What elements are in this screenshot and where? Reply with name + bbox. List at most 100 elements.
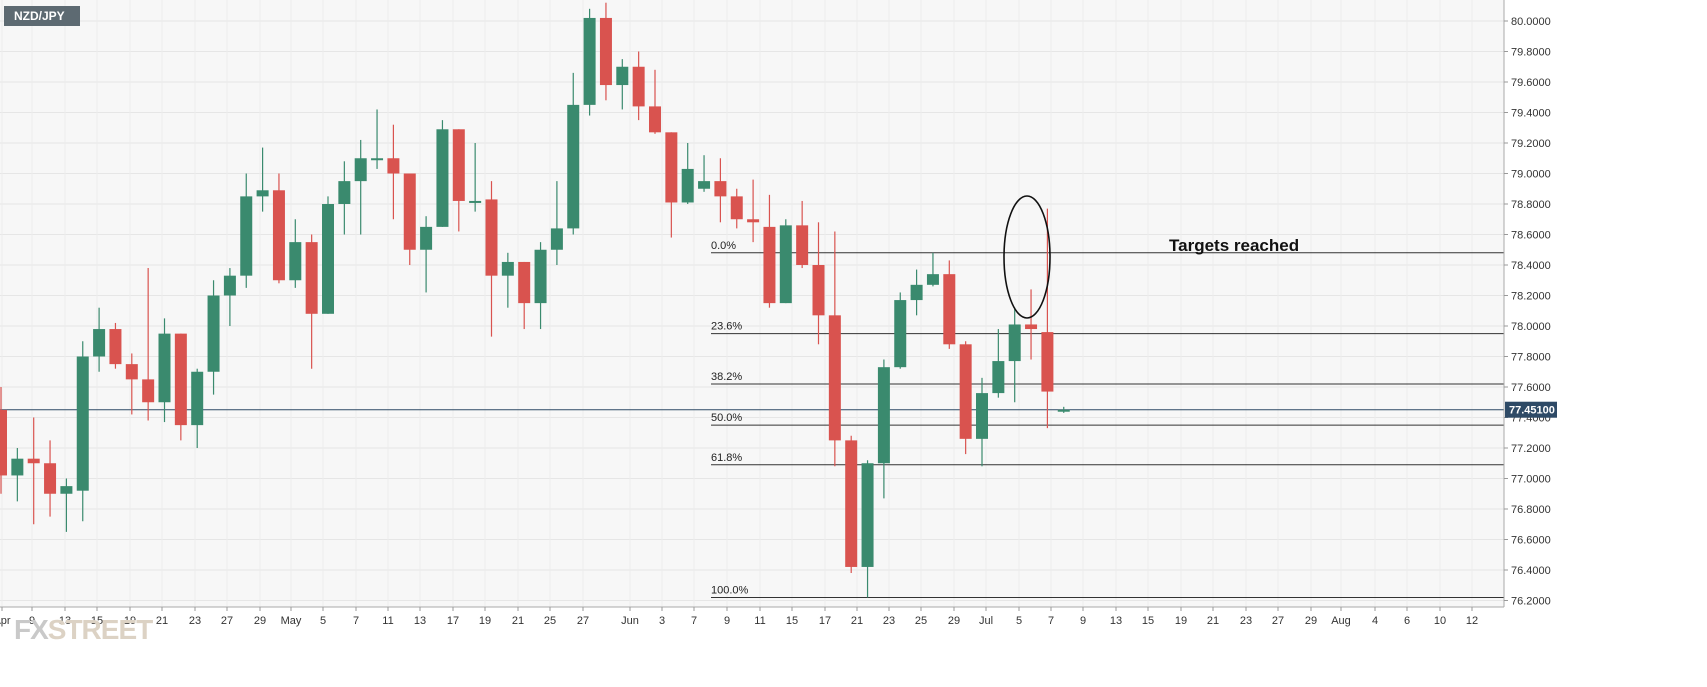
candle [681, 143, 694, 204]
candle [322, 196, 334, 314]
candle-body [403, 173, 416, 250]
x-tick-label: 25 [915, 615, 927, 627]
price-label-text: 77.45100 [1509, 405, 1555, 417]
candle-body [550, 228, 563, 250]
symbol-badge: NZD/JPY [4, 6, 80, 26]
y-tick-label: 76.4000 [1511, 565, 1551, 577]
candle [436, 120, 449, 227]
x-tick-label: 15 [91, 615, 103, 627]
candle [779, 219, 792, 304]
x-tick-label: 15 [786, 615, 798, 627]
candles [0, 2, 1070, 598]
candle [0, 387, 7, 494]
candle-body [910, 284, 923, 301]
candle-body [485, 199, 498, 276]
candle-body [714, 181, 727, 197]
fib-level-label: 0.0% [711, 240, 736, 252]
candle [125, 353, 138, 415]
x-tick-label: 13 [1110, 615, 1122, 627]
candle-body [632, 66, 645, 107]
candle [240, 173, 253, 288]
y-axis: 80.0000 79.8000 79.6000 79.4000 79.2000 79.00… [1504, 16, 1551, 608]
candle-body [747, 219, 760, 223]
candle [27, 417, 40, 525]
candle-body [436, 129, 449, 227]
candle [76, 341, 89, 522]
candle-body [158, 333, 171, 403]
fib-level-label: 23.6% [711, 321, 742, 333]
candle-body [371, 158, 384, 161]
x-tick-label: 21 [156, 615, 168, 627]
x-tick-label: 21 [851, 615, 863, 627]
x-tick-label: 5 [1016, 615, 1022, 627]
candle-body [926, 274, 939, 285]
y-tick-label: 77.8000 [1511, 352, 1551, 364]
x-tick-label: 29 [254, 615, 266, 627]
candle [812, 222, 825, 345]
candle [174, 333, 187, 441]
candle-body [469, 200, 482, 203]
candle-body [223, 275, 236, 296]
x-tick-label: 17 [447, 615, 459, 627]
y-tick-label: 77.2000 [1511, 443, 1551, 455]
highlight-ellipse [1003, 195, 1051, 319]
candle [910, 269, 923, 316]
candle-body [877, 367, 890, 464]
fib-level-label: 100.0% [711, 584, 749, 596]
x-tick-label: 9 [724, 615, 730, 627]
candle [485, 181, 498, 337]
y-tick-label: 78.4000 [1511, 260, 1551, 272]
candle-body [730, 196, 743, 220]
candle-body [27, 458, 40, 464]
x-tick-label: Jul [979, 615, 993, 627]
candle-body [109, 329, 122, 365]
y-tick-label: 78.6000 [1511, 230, 1551, 242]
candle [44, 440, 57, 517]
candle-body [518, 261, 531, 304]
x-tick-label: 15 [1142, 615, 1154, 627]
candle-body [583, 17, 596, 105]
x-tick-label: 29 [1305, 615, 1317, 627]
candle [93, 307, 106, 372]
candle-body [567, 104, 580, 229]
y-tick-label: 78.2000 [1511, 291, 1551, 303]
y-tick-label: 79.0000 [1511, 169, 1551, 181]
candle-body [0, 409, 7, 476]
candle-body [943, 274, 956, 345]
candle-body [289, 242, 302, 281]
current-price-label: 77.45100 [1505, 401, 1557, 418]
candle [1025, 289, 1038, 360]
y-tick-label: 78.0000 [1511, 321, 1551, 333]
candle-body [256, 190, 269, 197]
candle-body [763, 226, 776, 304]
candle [354, 139, 367, 235]
candle-body [992, 361, 1005, 394]
x-tick-label: 12 [1466, 615, 1478, 627]
candle [616, 59, 629, 110]
candle-body [1041, 332, 1054, 392]
plot-background [0, 0, 1504, 607]
candle-body [812, 265, 825, 316]
x-axis: Apr 9 13 15 19 21 23 27 29 May 5 7 11 13 17 19 21 25 27 Jun… [0, 607, 1478, 627]
candle [338, 161, 351, 235]
candle-body [44, 463, 57, 494]
candle-body [1008, 324, 1021, 362]
x-tick-label: 21 [1207, 615, 1219, 627]
y-tick-label: 76.8000 [1511, 504, 1551, 516]
y-tick-label: 76.2000 [1511, 596, 1551, 608]
candle [60, 478, 73, 532]
candle [272, 173, 285, 284]
fib-level-label: 50.0% [711, 412, 742, 424]
candle [387, 124, 400, 220]
candle [976, 377, 988, 467]
candle-body [1025, 324, 1038, 330]
candle-body [305, 242, 318, 314]
candle-body [452, 129, 465, 201]
x-tick-label: 7 [353, 615, 359, 627]
candle-body [76, 356, 89, 491]
candle-body [861, 463, 874, 567]
x-tick-label: 25 [544, 615, 556, 627]
candle [698, 155, 711, 192]
